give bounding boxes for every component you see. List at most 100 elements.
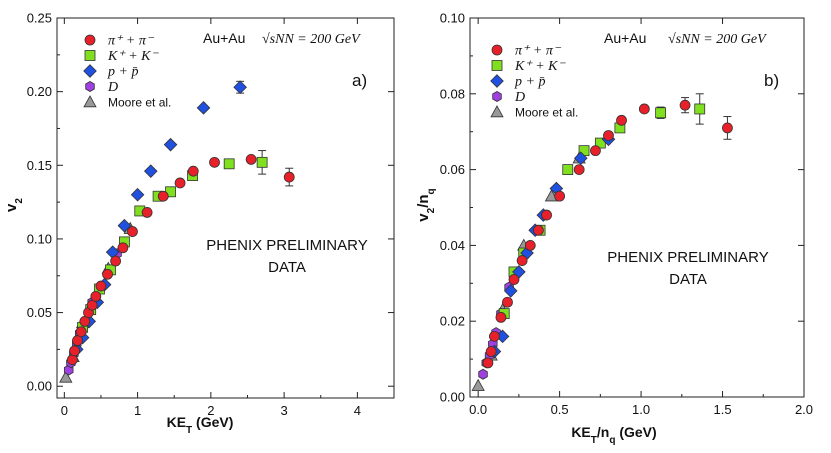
data-point-circle [283, 171, 295, 183]
data-point-circle [603, 130, 614, 141]
data-point-hexagon [478, 368, 488, 380]
data-point-circle [117, 242, 129, 254]
x-tick-label: 1.5 [713, 402, 731, 417]
y-axis-label: v2/nq [415, 188, 437, 221]
data-point-square [256, 156, 268, 168]
data-point-circle [516, 255, 528, 266]
data-point-triangle [59, 370, 73, 383]
x-tick-label: 0.0 [469, 402, 487, 417]
y-axis-label: v2 [3, 198, 25, 212]
data-point-circle [679, 99, 691, 111]
legend-marker [491, 44, 503, 56]
data-point-circle [66, 354, 78, 366]
data-point-circle [722, 122, 733, 134]
data-point-circle [102, 268, 113, 280]
legend-label: Moore et al. [515, 106, 578, 120]
y-tick-label: 0.06 [440, 162, 465, 177]
data-point-circle [141, 207, 153, 218]
panel-b: 0.0 0.5 1.0 1.5 2.0 0.00 0.02 0.04 0.06 0.08 0.10 v… [415, 11, 813, 446]
legend-marker [84, 50, 96, 61]
y-tick-label: 0.15 [27, 158, 52, 173]
legend-label: D [514, 90, 525, 105]
plot-frame [56, 17, 395, 399]
annotation-line2: DATA [268, 259, 306, 276]
y-tick-label: 0.00 [27, 379, 52, 394]
data-point-circle [590, 145, 601, 157]
y-tick-label: 0.00 [440, 390, 465, 405]
y-tick-label: 0.10 [440, 11, 465, 26]
data-point-circle [90, 290, 102, 302]
panel-a: 0 1 2 3 4 0.00 0.05 0.10 0.15 0.20 0.25 v2 KET (GeV)… [3, 11, 395, 436]
y-tick-label: 0.20 [27, 84, 52, 99]
data-point-circle [174, 177, 186, 189]
x-tick-label: 0.5 [551, 402, 569, 417]
legend-label: p + p̄ [107, 65, 138, 80]
data-point-circle [157, 190, 169, 202]
y-tick-label: 0.02 [440, 314, 465, 329]
data-point-square [223, 158, 235, 170]
data-point-circle [485, 346, 497, 357]
annotation-line1: PHENIX PRELIMINARY [607, 249, 768, 266]
data-point-circle [127, 226, 138, 237]
legend-label: p + p̄ [514, 75, 545, 90]
data-point-circle [489, 330, 500, 342]
x-tick-label: 2 [207, 403, 214, 418]
data-point-circle [209, 156, 220, 168]
legend-marker [490, 105, 504, 118]
x-tick-label: 1 [134, 403, 141, 418]
legend-label: D [107, 80, 118, 95]
y-tick-label: 0.08 [440, 86, 465, 101]
legend-marker [83, 64, 97, 78]
data-point-circle [638, 103, 650, 115]
data-point-diamond [163, 137, 178, 152]
data-point-circle [541, 209, 552, 221]
legend-label: K⁺ + K⁻ [107, 49, 160, 64]
y-tick-label: 0.10 [27, 231, 52, 246]
data-point-circle [245, 153, 257, 165]
legend-label: Moore et al. [108, 96, 171, 110]
x-tick-label: 2.0 [795, 402, 813, 417]
data-point-square [655, 107, 667, 119]
data-point-diamond [233, 80, 247, 95]
energy-label: √sNN = 200 GeV [668, 32, 767, 47]
panel-label: b) [764, 71, 779, 90]
legend-marker [83, 95, 97, 108]
data-point-circle [508, 274, 520, 285]
data-point-circle [524, 239, 536, 251]
data-point-circle [573, 164, 585, 176]
data-point-circle [482, 357, 494, 369]
data-point-circle [554, 190, 566, 202]
data-point-diamond [117, 218, 132, 233]
legend-label: K⁺ + K⁻ [514, 59, 567, 74]
data-point-circle [616, 114, 627, 126]
x-tick-label: 4 [354, 403, 361, 418]
legend-label: π⁺ + π⁻ [108, 34, 155, 49]
legend-marker [84, 34, 96, 46]
y-tick-label: 0.25 [27, 11, 52, 26]
x-tick-label: 0 [61, 403, 68, 418]
data-point-triangle [471, 378, 485, 391]
annotation-line1: PHENIX PRELIMINARY [206, 237, 367, 254]
panel-label: a) [352, 71, 367, 90]
data-point-circle [495, 312, 507, 323]
data-point-square [694, 103, 706, 115]
collision-label: Au+Au [203, 30, 245, 46]
collision-label: Au+Au [604, 30, 646, 46]
data-point-circle [75, 326, 87, 338]
data-point-circle [110, 255, 122, 267]
data-point-diamond [503, 284, 518, 298]
data-point-circle [187, 165, 199, 177]
x-axis-label: KET (GeV) [167, 414, 234, 436]
x-axis-label: KET/nq (GeV) [571, 424, 656, 446]
legend-marker [490, 74, 504, 88]
energy-label: √sNN = 200 GeV [262, 32, 361, 47]
data-point-circle [95, 280, 107, 292]
x-tick-label: 1.0 [632, 402, 650, 417]
data-point-square [562, 164, 574, 176]
data-point-square [594, 137, 606, 149]
data-point-circle [69, 345, 80, 357]
legend-label: π⁺ + π⁻ [515, 44, 562, 59]
x-tick-label: 3 [280, 403, 287, 418]
